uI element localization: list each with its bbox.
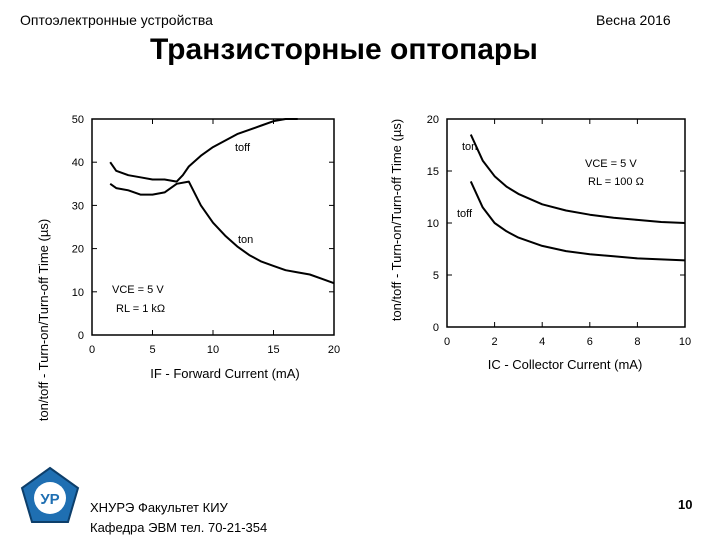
- x-axis-label: IC - Collector Current (mA): [488, 357, 643, 372]
- y-tick-label: 15: [427, 166, 439, 178]
- x-tick-label: 2: [492, 336, 498, 348]
- slide-title: Транзисторные оптопары: [150, 33, 538, 66]
- series-label-toff: toff: [457, 208, 473, 220]
- annotation-vce: VCE = 5 V: [112, 284, 164, 296]
- y-tick-label: 0: [433, 322, 439, 334]
- x-tick-label: 15: [267, 344, 279, 356]
- annotation-vce: VCE = 5 V: [585, 158, 637, 170]
- x-tick-label: 20: [328, 344, 340, 356]
- y-tick-label: 20: [72, 244, 84, 256]
- header-semester: Весна 2016: [596, 12, 671, 28]
- x-tick-label: 0: [89, 344, 95, 356]
- y-tick-label: 50: [72, 114, 84, 126]
- series-label-ton: ton: [238, 234, 253, 246]
- plot-frame: [446, 118, 686, 328]
- x-tick-label: 5: [149, 344, 155, 356]
- series-line-ton: [109, 180, 335, 285]
- chart-turn-time-vs-collector-current: 0 5 10 15 20 0 2 4 6 8 10 ton/toff - Turn-on/Turn…: [389, 114, 691, 372]
- y-tick-label: 5: [433, 270, 439, 282]
- logo-text: УР: [40, 491, 59, 508]
- y-tick-label: 10: [427, 218, 439, 230]
- series-line-toff: [109, 118, 298, 183]
- series-label-ton: ton: [462, 141, 477, 153]
- y-tick-label: 0: [78, 330, 84, 342]
- page-number: 10: [678, 497, 693, 512]
- footer-university: ХНУРЭ Факультет КИУ: [90, 500, 228, 515]
- x-tick-label: 0: [444, 336, 450, 348]
- x-tick-label: 10: [679, 336, 691, 348]
- x-tick-label: 4: [539, 336, 545, 348]
- series-label-toff: toff: [235, 142, 251, 154]
- x-tick-label: 10: [207, 344, 219, 356]
- x-tick-label: 8: [634, 336, 640, 348]
- y-axis-label: ton/toff - Turn-on/Turn-off Time (µs): [389, 119, 404, 321]
- y-tick-label: 30: [72, 200, 84, 212]
- header-course-name: Оптоэлектронные устройства: [20, 12, 213, 28]
- y-tick-label: 40: [72, 157, 84, 169]
- series-line-toff: [469, 180, 686, 262]
- y-tick-label: 20: [427, 114, 439, 126]
- footer-department: Кафедра ЭВМ тел. 70-21-354: [90, 520, 268, 535]
- annotation-rl: RL = 1 kΩ: [116, 303, 165, 315]
- chart-turn-time-vs-forward-current: 0 10 20 30 40 50 0 5 10 15 20 ton/toff - Turn-on/…: [36, 114, 340, 421]
- university-logo-icon: УР: [20, 466, 80, 523]
- y-axis-label: ton/toff - Turn-on/Turn-off Time (µs): [36, 219, 51, 421]
- y-tick-label: 10: [72, 287, 84, 299]
- series-line-ton: [469, 134, 686, 224]
- x-tick-label: 6: [587, 336, 593, 348]
- annotation-rl: RL = 100 Ω: [588, 176, 644, 188]
- plot-area-right: [446, 118, 686, 328]
- x-axis-label: IF - Forward Current (mA): [150, 366, 300, 381]
